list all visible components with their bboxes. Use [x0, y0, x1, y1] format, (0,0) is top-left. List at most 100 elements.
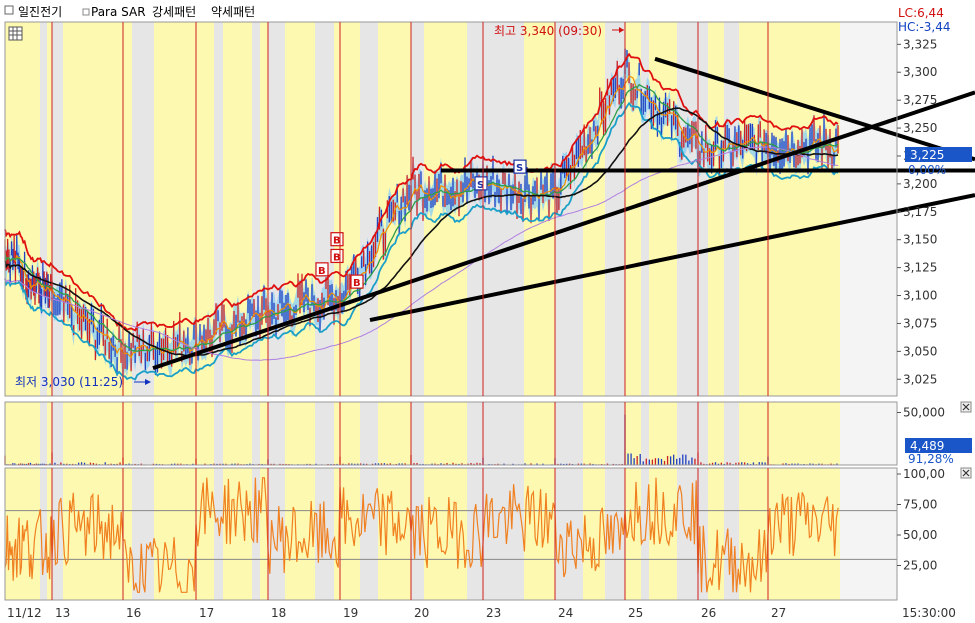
high-annotation: 최고 3,340 (09:30): [494, 24, 602, 38]
x-tick-label: 19: [343, 606, 358, 620]
session-stripe: [467, 468, 477, 600]
session-stripe: [539, 22, 550, 396]
session-stripe: [739, 22, 760, 396]
session-stripe: [724, 402, 739, 465]
session-stripe: [550, 22, 555, 396]
volume-panel-close-icon[interactable]: [960, 401, 972, 413]
session-stripe: [824, 22, 840, 396]
session-stripe: [214, 468, 223, 600]
low-annotation: 최저 3,030 (11:25): [15, 375, 123, 389]
session-stripe: [63, 468, 80, 600]
grid-toggle-icon[interactable]: [8, 26, 23, 41]
panel-border: [4, 467, 898, 601]
session-stripe: [605, 22, 612, 396]
session-stripe: [760, 22, 768, 396]
stoch-panel-close-icon[interactable]: [960, 467, 972, 479]
signal-marker: [513, 159, 527, 174]
x-tick-label: 17: [199, 606, 214, 620]
session-stripe: [698, 402, 708, 465]
x-tick-label: 18: [271, 606, 286, 620]
svg-text:4,489: 4,489: [910, 439, 944, 453]
price-tick-label: 3,275: [903, 93, 937, 107]
session-stripe: [214, 402, 223, 465]
x-tick-label: 16: [126, 606, 141, 620]
session-stripe: [334, 402, 340, 465]
session-stripe: [401, 402, 411, 465]
session-stripe: [573, 402, 583, 465]
session-stripe: [448, 402, 467, 465]
session-stripe: [268, 22, 275, 396]
session-stripe: [401, 468, 411, 600]
session-stripe: [779, 468, 786, 600]
session-stripe: [299, 402, 315, 465]
session-stripe: [315, 402, 334, 465]
session-stripe: [123, 22, 132, 396]
session-stripe: [154, 22, 162, 396]
session-stripe: [354, 402, 360, 465]
session-stripe: [641, 22, 649, 396]
price-tick-label: 3,100: [903, 289, 937, 303]
current-stoch-label: 91,28%: [908, 452, 954, 466]
session-stripe: [695, 22, 698, 396]
signal-marker: [474, 176, 488, 191]
session-stripe: [555, 402, 573, 465]
session-stripe: [796, 402, 816, 465]
session-stripe: [583, 402, 589, 465]
session-stripe: [550, 468, 555, 600]
session-stripe: [724, 22, 739, 396]
panel-border: [4, 21, 898, 397]
legend-item-bullish: 강세패턴: [152, 5, 196, 19]
session-stripe: [112, 22, 123, 396]
session-stripe: [760, 402, 768, 465]
session-stripe: [63, 22, 80, 396]
current-pct-label: 0,00%: [908, 163, 946, 177]
session-stripe: [196, 402, 214, 465]
session-stripe: [505, 402, 524, 465]
session-stripe: [80, 402, 94, 465]
signal-marker-label: B: [333, 236, 341, 247]
session-stripe: [717, 468, 724, 600]
session-stripe: [605, 402, 612, 465]
current-volume-badge: 4,489: [905, 438, 972, 453]
session-stripe: [824, 402, 840, 465]
trendline: [369, 193, 975, 323]
session-stripe: [360, 468, 378, 600]
checkbox-icon[interactable]: [4, 5, 14, 15]
price-tick-label: 3,175: [903, 205, 937, 219]
session-stripe: [123, 468, 132, 600]
session-stripe: [448, 468, 467, 600]
session-stripe: [19, 402, 27, 465]
session-stripe: [477, 468, 483, 600]
price-tick-label: 3,200: [903, 177, 937, 191]
session-stripe: [708, 402, 717, 465]
session-stripe: [94, 22, 112, 396]
future-area: [840, 468, 897, 600]
session-stripe: [252, 22, 260, 396]
session-stripe: [438, 468, 448, 600]
x-tick-label: 24: [558, 606, 573, 620]
session-stripe: [285, 402, 299, 465]
price-tick-label: 3,125: [903, 261, 937, 275]
session-stripe: [641, 402, 649, 465]
session-stripe: [185, 402, 196, 465]
trendline: [152, 90, 975, 370]
high-arrowhead-icon: [619, 27, 624, 33]
session-stripe: [671, 22, 677, 396]
signal-marker: [315, 262, 329, 277]
session-stripe: [162, 468, 185, 600]
session-stripe: [52, 22, 63, 396]
price-tick-label: 3,075: [903, 316, 937, 330]
session-stripe: [796, 468, 816, 600]
session-stripe: [360, 402, 378, 465]
session-stripe: [223, 402, 237, 465]
session-stripe: [112, 468, 123, 600]
session-stripe: [438, 402, 448, 465]
session-stripe: [724, 468, 739, 600]
session-stripe: [260, 22, 268, 396]
session-stripe: [285, 22, 299, 396]
session-stripe: [299, 22, 315, 396]
session-stripe: [223, 22, 237, 396]
